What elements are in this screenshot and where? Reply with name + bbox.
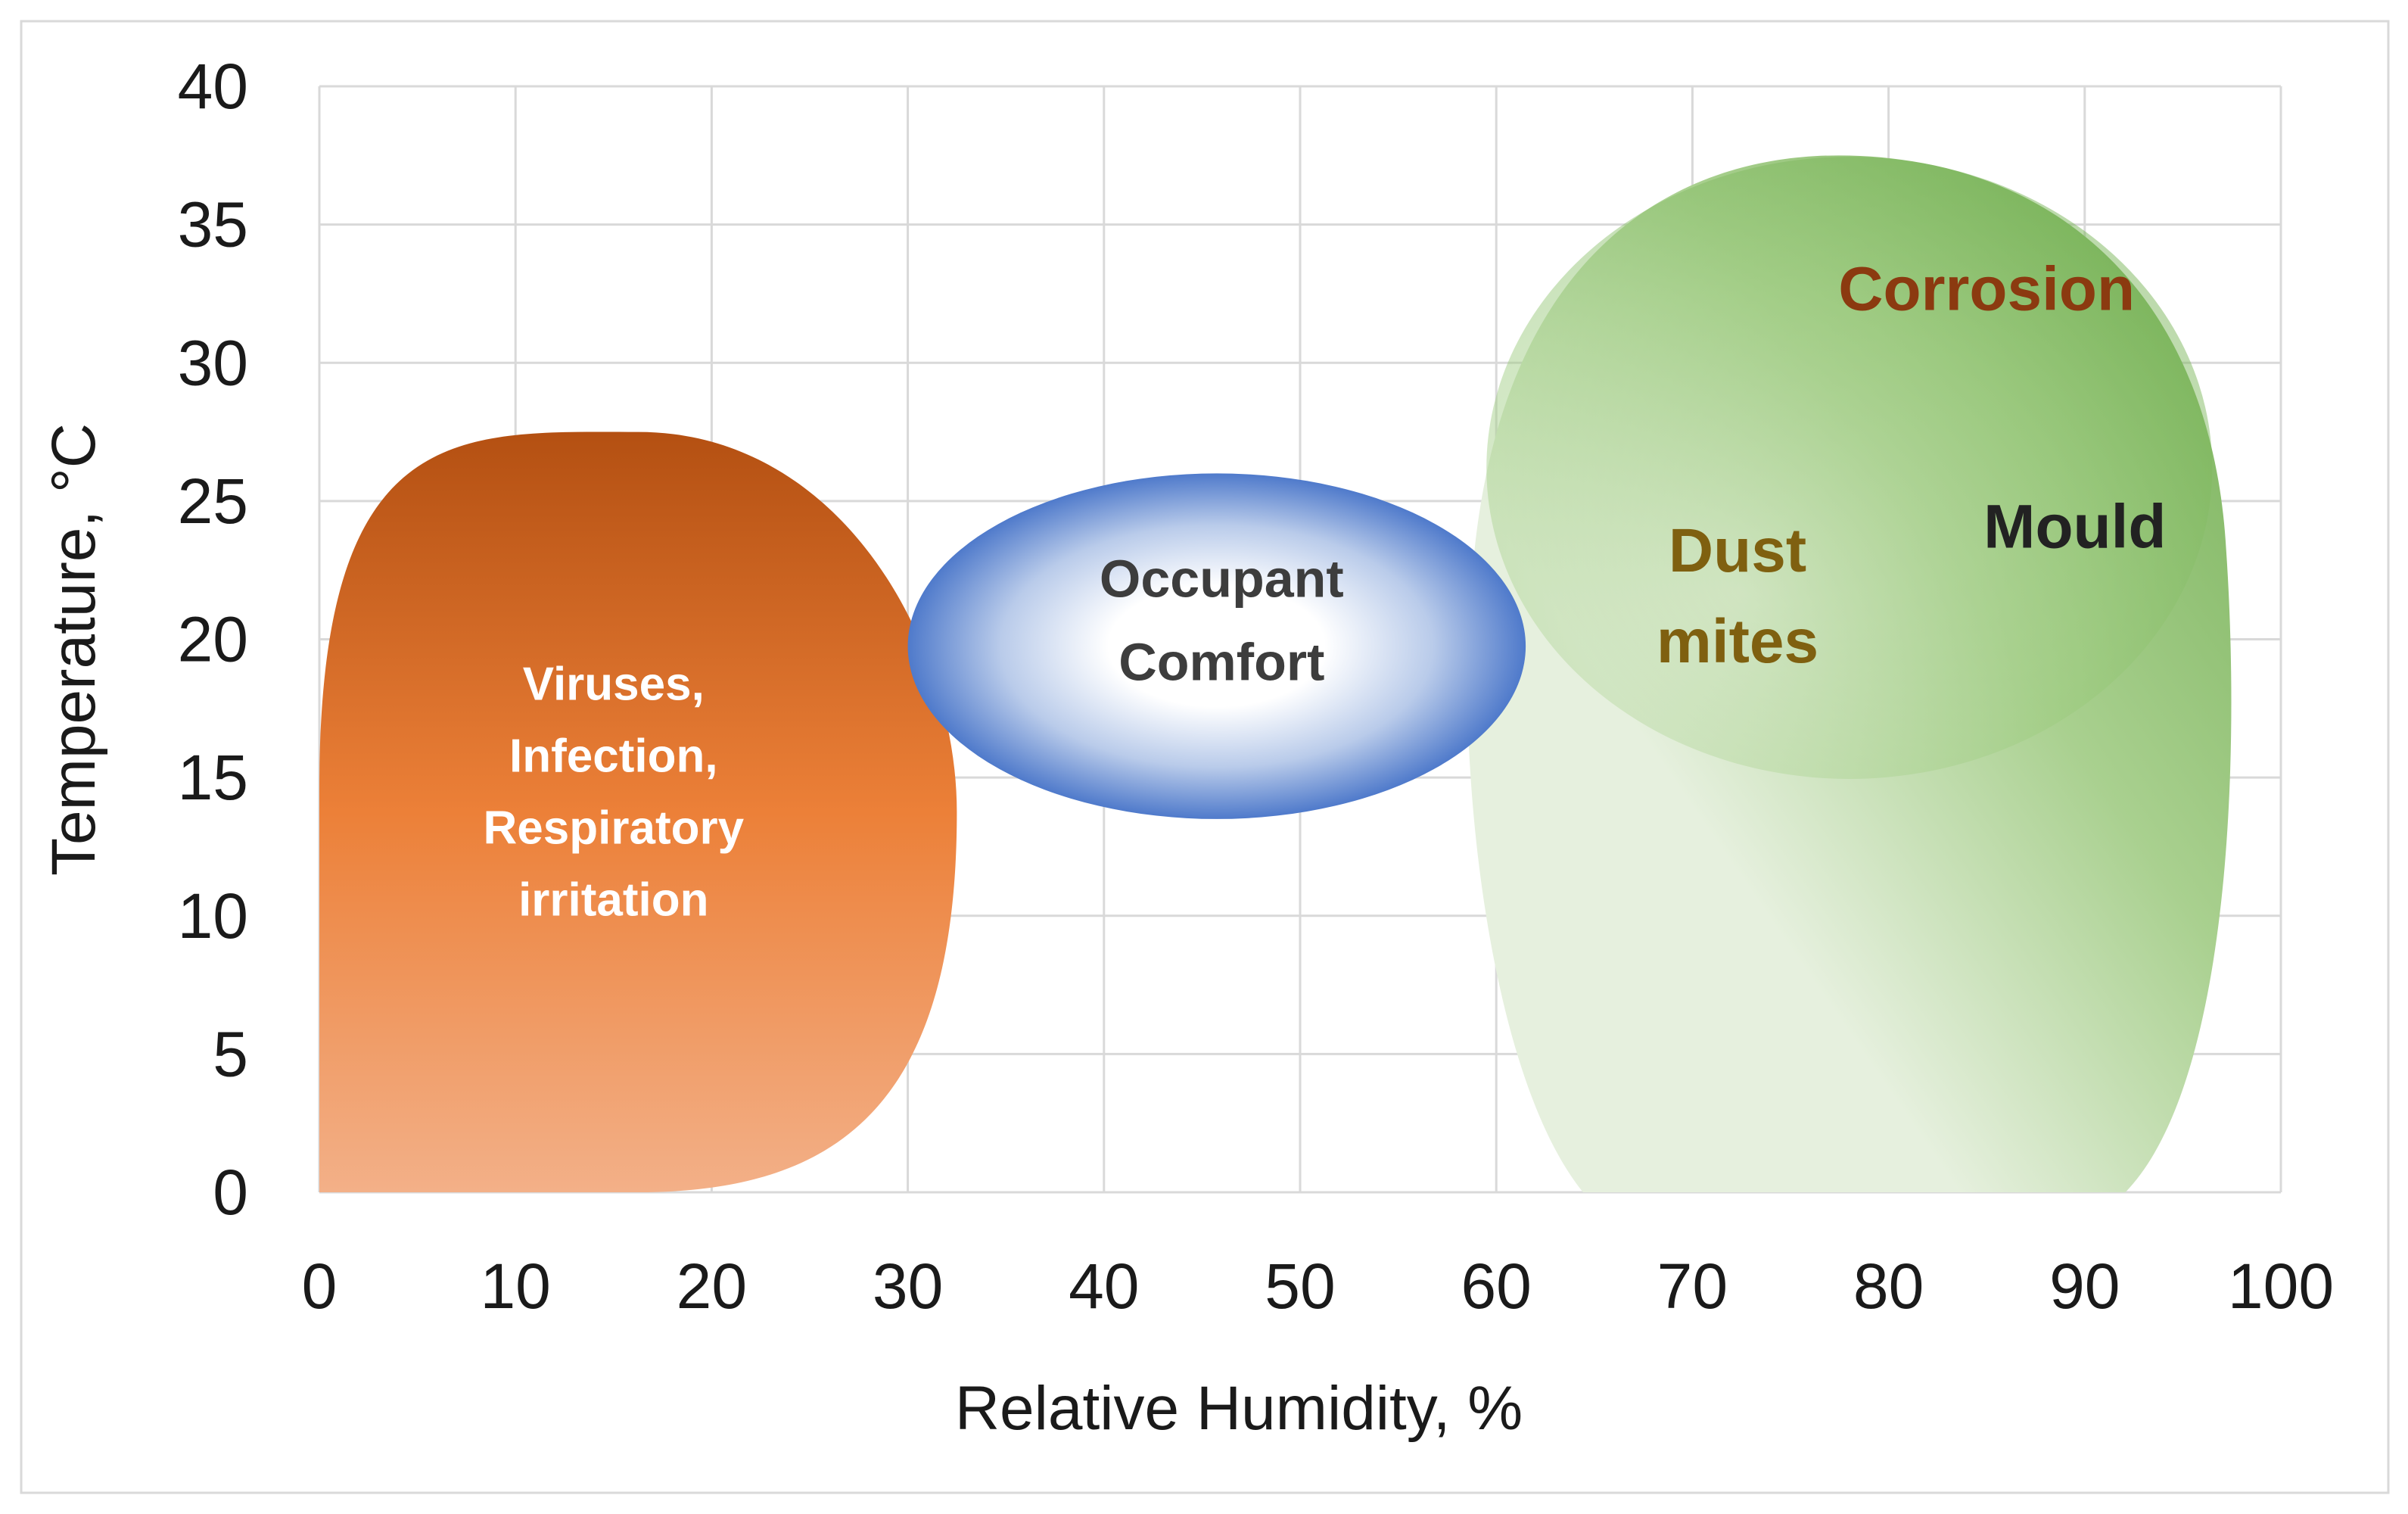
y-tick-label: 5 xyxy=(213,1018,248,1089)
region-label-virus: Infection, xyxy=(509,731,718,783)
x-tick-label: 100 xyxy=(2228,1251,2334,1322)
region-virus xyxy=(319,431,957,1192)
region-green-upper xyxy=(1486,157,2213,779)
region-label-comfort: Comfort xyxy=(1118,632,1324,691)
axis-tick-labels: 0 10 20 30 40 50 60 70 80 90 100 0 5 10 15 20 25 30 35 40 xyxy=(178,51,2335,1322)
y-tick-label: 20 xyxy=(178,604,248,675)
y-tick-label: 10 xyxy=(178,880,248,952)
annotations: Viruses, Infection, Respiratory irritation O… xyxy=(484,254,2167,926)
y-tick-label: 15 xyxy=(178,742,248,813)
x-axis-title: Relative Humidity, % xyxy=(955,1374,1523,1443)
regions xyxy=(319,155,2232,1192)
x-tick-label: 0 xyxy=(302,1251,338,1322)
annotation-mould: Mould xyxy=(1983,492,2166,561)
region-label-virus: Respiratory xyxy=(484,802,745,855)
y-tick-label: 35 xyxy=(178,189,248,260)
annotation-corrosion: Corrosion xyxy=(1838,254,2135,323)
y-tick-label: 25 xyxy=(178,466,248,537)
x-tick-label: 40 xyxy=(1069,1251,1139,1322)
x-tick-label: 80 xyxy=(1853,1251,1924,1322)
x-tick-label: 70 xyxy=(1657,1251,1728,1322)
x-tick-label: 50 xyxy=(1265,1251,1335,1322)
x-tick-label: 30 xyxy=(873,1251,943,1322)
region-comfort xyxy=(907,473,1526,819)
y-tick-label: 30 xyxy=(178,327,248,398)
y-tick-label: 0 xyxy=(213,1157,248,1228)
x-tick-label: 10 xyxy=(480,1251,550,1322)
y-tick-label: 40 xyxy=(178,51,248,122)
region-label-comfort: Occupant xyxy=(1100,549,1344,608)
annotation-dust: mites xyxy=(1657,607,1818,676)
annotation-dust: Dust xyxy=(1669,516,1806,585)
region-label-virus: Viruses, xyxy=(523,659,705,711)
region-label-virus: irritation xyxy=(518,874,708,927)
x-tick-label: 90 xyxy=(2049,1251,2120,1322)
x-tick-label: 20 xyxy=(677,1251,747,1322)
x-tick-label: 60 xyxy=(1461,1251,1531,1322)
y-axis-title: Temperature, °C xyxy=(39,423,108,876)
